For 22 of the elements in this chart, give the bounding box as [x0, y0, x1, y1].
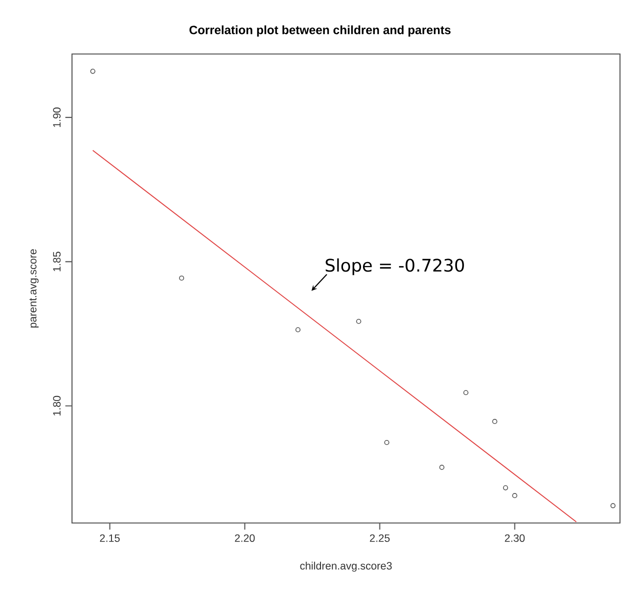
annotation: Slope = -0.7230: [326, 258, 464, 276]
point: [356, 318, 362, 324]
point: [512, 493, 518, 498]
point: [463, 390, 468, 396]
point: [610, 503, 616, 508]
point: [179, 276, 184, 281]
point: [295, 327, 300, 332]
y-tick-label: 1.85: [53, 252, 61, 272]
chart-title: Correlation plot between children and parents: [189, 25, 451, 37]
point: [503, 485, 508, 490]
y-tick-label: 1.90: [53, 107, 61, 128]
x-tick-label: 2.15: [100, 534, 120, 542]
x-axis-title: children.avg.score3: [300, 562, 392, 572]
y-tick-label: 1.80: [53, 396, 61, 416]
point: [90, 68, 96, 74]
point: [439, 464, 444, 470]
y-axis-title: parent.avg.score: [29, 249, 39, 328]
point: [384, 440, 390, 446]
x-tick-label: 2.20: [234, 534, 255, 542]
point: [492, 418, 498, 424]
x-tick-label: 2.30: [504, 534, 525, 542]
x-tick-label: 2.25: [370, 534, 390, 542]
